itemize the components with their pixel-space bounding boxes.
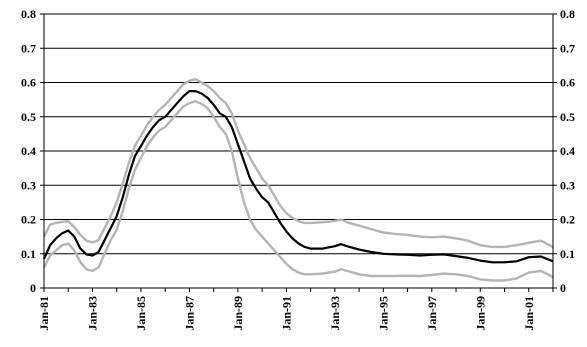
y-tick-label-right: 0.4 — [560, 144, 575, 158]
series-line — [42, 77, 554, 249]
x-tick-label: Jan-81 — [37, 296, 51, 331]
x-tick-label: Jan-95 — [376, 296, 390, 331]
x-tick-label: Jan-91 — [279, 296, 293, 331]
y-tick-label-right: 0.7 — [560, 41, 575, 55]
y-tick-label-right: 0.3 — [560, 178, 575, 192]
y-tick-label-left: 0.6 — [21, 76, 36, 90]
y-tick-label-left: 0.3 — [21, 178, 36, 192]
series-line — [42, 90, 554, 264]
y-tick-label-left: 0.2 — [21, 213, 36, 227]
x-tick-label: Jan-83 — [85, 296, 99, 331]
series-line — [42, 100, 554, 282]
y-tick-label-left: 0.4 — [21, 144, 36, 158]
series-lines — [42, 77, 554, 282]
y-tick-label-right: 0.1 — [560, 247, 575, 261]
y-axis-right: 0 0.1 0.2 0.3 0.4 0.5 0.6 0.7 0.8 — [553, 7, 575, 295]
y-tick-label-left: 0 — [30, 281, 36, 295]
y-tick-label-right: 0.5 — [560, 110, 575, 124]
y-tick-label-left: 0.8 — [21, 7, 36, 21]
y-tick-label-right: 0.8 — [560, 7, 575, 21]
y-tick-label-left: 0.1 — [21, 247, 36, 261]
y-tick-label-left: 0.7 — [21, 41, 36, 55]
x-tick-label: Jan-93 — [328, 296, 342, 331]
x-tick-label: Jan-87 — [182, 296, 196, 331]
x-tick-label: Jan-97 — [425, 296, 439, 331]
x-tick-label: Jan-85 — [134, 296, 148, 331]
y-tick-label-right: 0.6 — [560, 76, 575, 90]
y-tick-label-right: 0.2 — [560, 213, 575, 227]
y-tick-label-left: 0.5 — [21, 110, 36, 124]
y-tick-label-right: 0 — [560, 281, 566, 295]
x-tick-label: Jan-01 — [522, 296, 536, 331]
x-axis: Jan-81 Jan-83 Jan-85 Jan-87 Jan-89 Jan-91 Jan-… — [37, 288, 554, 331]
y-axis-left: 0 0.1 0.2 0.3 0.4 0.5 0.6 0.7 0.8 — [21, 7, 44, 295]
x-tick-label: Jan-99 — [473, 296, 487, 331]
x-tick-label: Jan-89 — [231, 296, 245, 331]
